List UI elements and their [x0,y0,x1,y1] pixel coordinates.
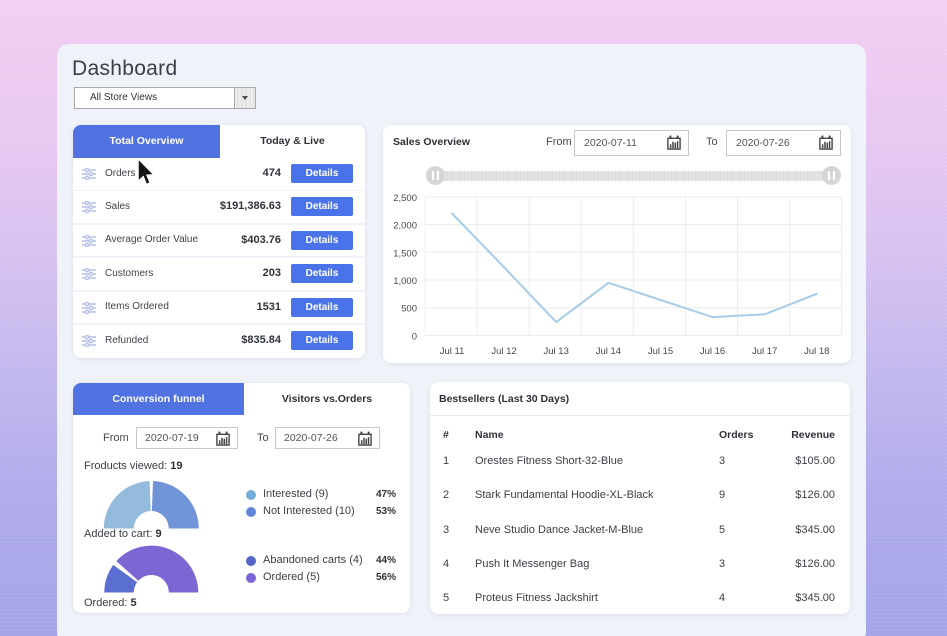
svg-text:Jul 14: Jul 14 [596,346,621,357]
svg-text:Jul 16: Jul 16 [700,346,725,357]
svg-text:1,000: 1,000 [393,276,417,287]
svg-text:0: 0 [412,331,417,342]
svg-text:Jul 11: Jul 11 [440,346,465,357]
svg-text:Jul 18: Jul 18 [804,346,829,357]
svg-text:500: 500 [401,304,417,315]
svg-text:1,500: 1,500 [393,248,417,259]
svg-text:Jul 12: Jul 12 [491,346,516,357]
svg-text:Jul 17: Jul 17 [752,346,777,357]
svg-text:2,000: 2,000 [393,221,417,232]
svg-text:Jul 13: Jul 13 [544,346,569,357]
svg-text:Jul 15: Jul 15 [648,346,673,357]
svg-text:2,500: 2,500 [393,193,417,204]
